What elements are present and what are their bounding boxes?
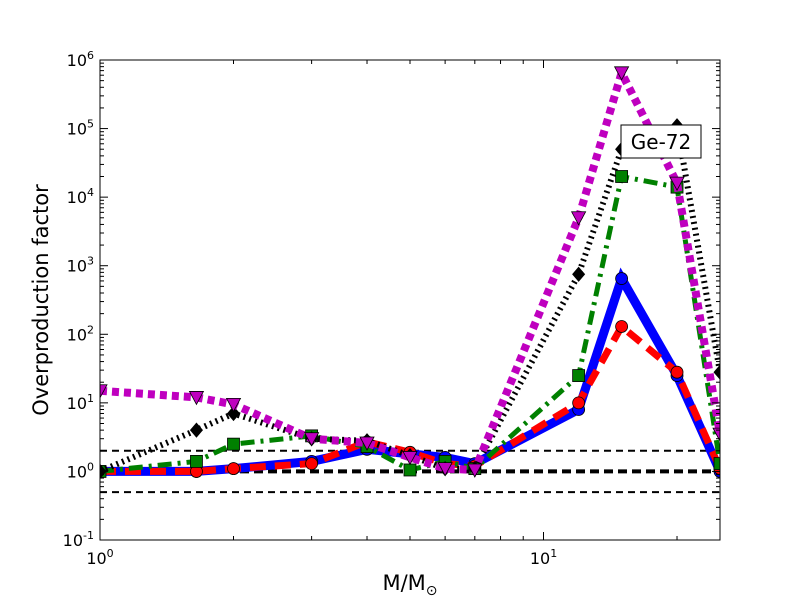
series-5-point-4 <box>303 432 320 447</box>
series-2-point-11 <box>670 365 684 379</box>
series-3-point-12 <box>713 457 720 471</box>
series-5-point-2 <box>188 391 205 406</box>
series-2-point-4 <box>305 457 319 471</box>
series-5-point-1 <box>100 384 108 399</box>
series-group <box>100 61 720 480</box>
x-axis-label: M/M⊙ <box>382 571 437 599</box>
annotation-label: Ge-72 <box>631 130 691 154</box>
y-tick-label-6: 104 <box>67 186 94 207</box>
series-4-point-9 <box>572 266 586 282</box>
series-3-point-6 <box>403 463 417 477</box>
series-3-point-3 <box>227 437 240 451</box>
series-5-point-12 <box>712 427 720 442</box>
series-3-point-10 <box>615 170 629 183</box>
series-5-point-6 <box>402 451 418 466</box>
y-tick-label-1: 10-1 <box>63 529 94 550</box>
series-3-point-9 <box>572 369 586 382</box>
x-tick-label-1: 100 <box>86 547 113 568</box>
y-tick-label-2: 100 <box>67 460 94 481</box>
series-5-point-9 <box>570 211 587 226</box>
x-axis-label-main: M/M <box>382 571 425 595</box>
series-5 <box>100 61 720 478</box>
series-3-point-2 <box>190 455 203 468</box>
series-5-point-11 <box>669 176 685 191</box>
y-tick-label-3: 101 <box>67 392 94 413</box>
x-axis-label-sub: ⊙ <box>426 583 438 599</box>
series-2-point-9 <box>572 396 586 410</box>
series-5-point-8 <box>467 463 483 478</box>
y-tick-label-8: 106 <box>67 49 94 70</box>
series-2-point-3 <box>227 462 240 475</box>
series-5-point-10 <box>613 66 630 81</box>
series-1-point-10 <box>615 272 629 285</box>
x-tick-label-2: 101 <box>530 547 557 568</box>
y-axis-label: Overproduction factor <box>29 184 53 416</box>
series-4-point-3 <box>226 405 241 422</box>
series-5-point-3 <box>225 397 242 413</box>
series-5-point-5 <box>359 436 375 451</box>
series-line-5 <box>100 61 720 475</box>
y-tick-label-4: 102 <box>67 323 94 344</box>
series-5-point-7 <box>437 462 453 477</box>
series-line-4 <box>100 121 720 475</box>
y-tick-label-5: 103 <box>67 255 94 276</box>
annotation-box: Ge-72 <box>620 124 702 159</box>
y-tick-label-7: 105 <box>67 118 94 139</box>
series-2-point-10 <box>615 320 629 333</box>
series-4-point-2 <box>189 422 203 438</box>
